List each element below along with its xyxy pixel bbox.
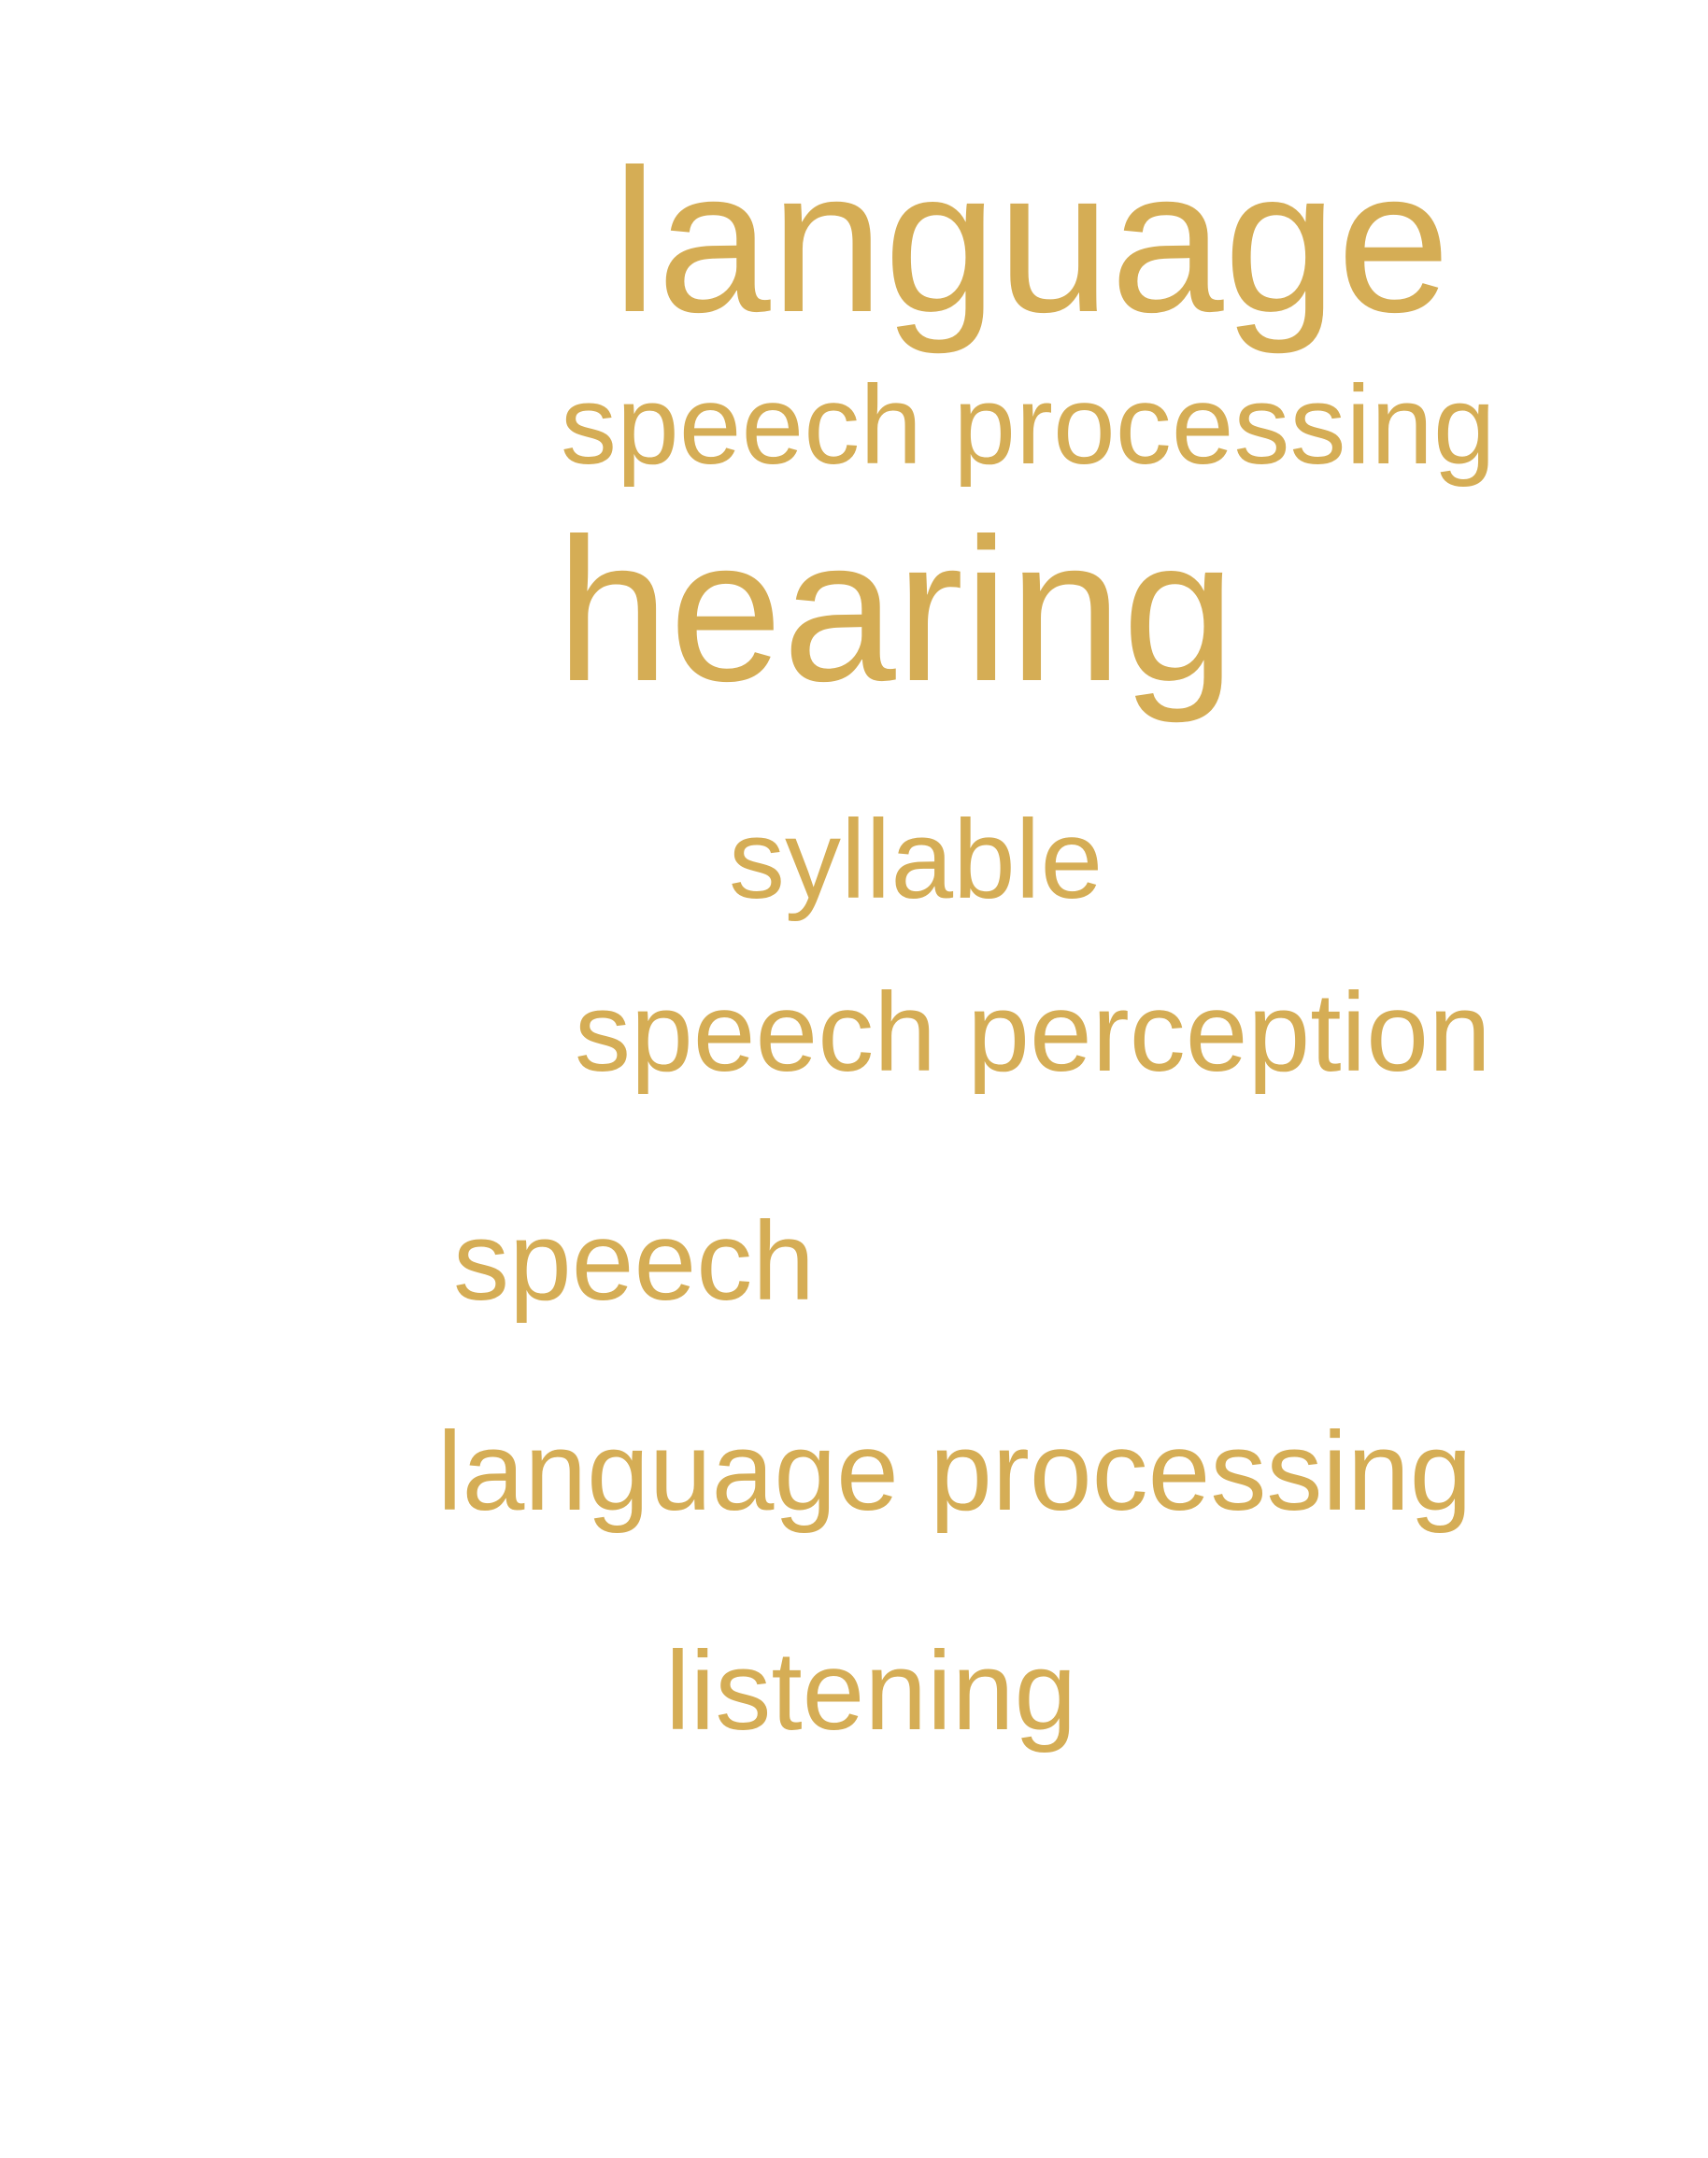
- word-language: language: [612, 128, 1451, 355]
- word-speech-processing: speech processing: [561, 362, 1496, 488]
- word-listening: listening: [665, 1628, 1077, 1753]
- word-speech-perception: speech perception: [575, 970, 1491, 1095]
- word-language-processing: language processing: [437, 1409, 1473, 1534]
- word-hearing: hearing: [556, 497, 1236, 724]
- word-speech: speech: [453, 1199, 815, 1324]
- word-syllable: syllable: [729, 797, 1103, 922]
